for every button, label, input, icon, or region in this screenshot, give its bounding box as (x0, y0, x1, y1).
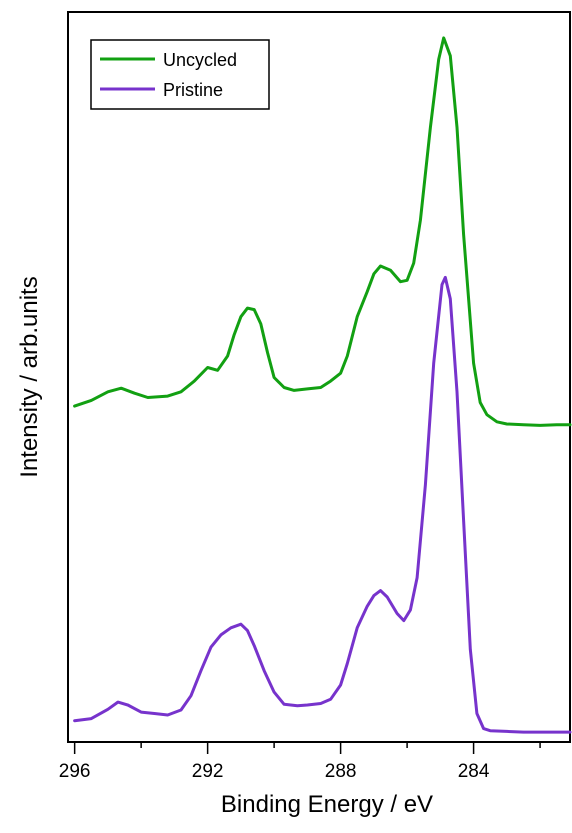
x-axis-title: Binding Energy / eV (221, 791, 433, 818)
legend: Uncycled Pristine (91, 40, 269, 109)
x-tick-label: 288 (325, 761, 357, 782)
series-line-pristine (75, 277, 570, 732)
plot-frame (68, 12, 570, 742)
x-tick-label: 292 (192, 761, 224, 782)
x-tick-label: 284 (458, 761, 490, 782)
y-axis-title: Intensity / arb.units (16, 276, 43, 477)
x-axis-ticks: 296 292 288 284 (59, 742, 540, 782)
x-tick-label: 296 (59, 761, 91, 782)
legend-label-uncycled: Uncycled (163, 50, 237, 70)
series-layer (75, 38, 570, 732)
legend-label-pristine: Pristine (163, 80, 223, 100)
